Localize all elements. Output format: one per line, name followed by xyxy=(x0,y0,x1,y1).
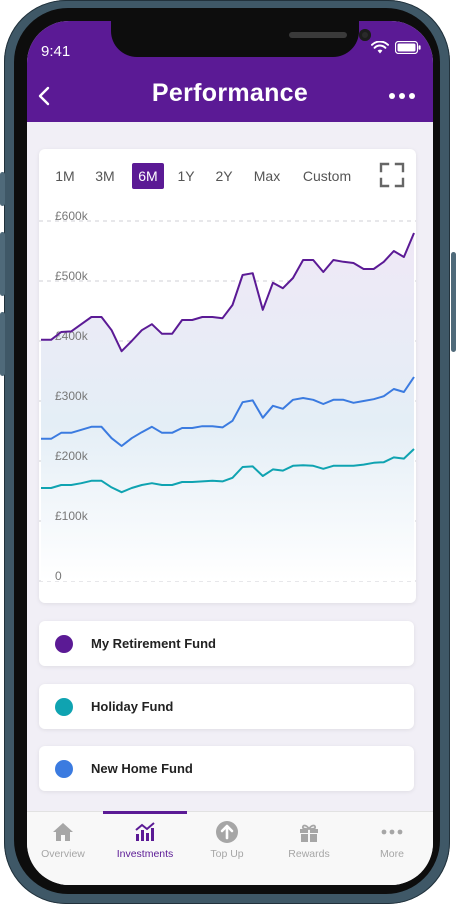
y-tick-label: £200k xyxy=(55,449,89,463)
fund-name: Holiday Fund xyxy=(91,699,174,714)
fund-item-new-home[interactable]: New Home Fund xyxy=(39,746,414,791)
chart-area-fill xyxy=(41,233,414,581)
time-range-tabs: 1M 3M 6M 1Y 2Y Max Custom xyxy=(39,163,416,189)
y-tick-label: £300k xyxy=(55,389,89,403)
tab-top-up[interactable]: Top Up xyxy=(187,812,267,885)
tab-investments[interactable]: Investments xyxy=(103,811,187,885)
range-tab-1y[interactable]: 1Y xyxy=(177,168,195,184)
range-tab-1m[interactable]: 1M xyxy=(55,168,75,184)
status-icons xyxy=(371,41,421,54)
performance-chart: 0£100k£200k£300k£400k£500k£600k xyxy=(39,209,416,583)
fullscreen-expand-icon[interactable] xyxy=(379,162,405,188)
gift-icon xyxy=(300,824,318,842)
bar-chart-icon xyxy=(135,822,155,841)
more-dots-icon xyxy=(381,829,403,835)
range-tab-custom[interactable]: Custom xyxy=(302,168,352,184)
fund-item-retirement[interactable]: My Retirement Fund xyxy=(39,621,414,666)
speaker-grille xyxy=(289,32,347,38)
active-tab-indicator xyxy=(103,811,187,814)
power-button xyxy=(451,252,456,352)
wifi-icon xyxy=(371,41,389,54)
fund-name: New Home Fund xyxy=(91,761,193,776)
series-line xyxy=(41,232,415,353)
tab-rewards[interactable]: Rewards xyxy=(269,812,349,885)
status-time: 9:41 xyxy=(41,43,71,60)
series-line xyxy=(41,448,415,494)
back-chevron-icon[interactable] xyxy=(35,85,55,107)
fund-color-dot xyxy=(55,760,73,778)
silent-switch xyxy=(0,172,5,206)
volume-up-button xyxy=(0,232,5,296)
range-tab-max[interactable]: Max xyxy=(253,168,281,184)
performance-chart-card: 0 £100k £200k £300k £400k £500k £600k 1M 3M 6M… xyxy=(39,149,416,603)
arrow-up-circle-icon xyxy=(216,821,238,843)
tab-label: Investments xyxy=(116,848,174,860)
fund-color-dot xyxy=(55,635,73,653)
tab-label: Rewards xyxy=(288,848,330,860)
range-tab-2y[interactable]: 2Y xyxy=(215,168,233,184)
range-tab-3m[interactable]: 3M xyxy=(95,168,115,184)
fund-name: My Retirement Fund xyxy=(91,636,216,651)
app-screen: 9:41 Performance 0 £100k £200k £300k £400k £5… xyxy=(27,21,433,885)
front-camera xyxy=(359,29,371,41)
range-tab-6m[interactable]: 6M xyxy=(132,163,164,189)
tab-label: More xyxy=(380,848,404,860)
home-icon xyxy=(53,823,73,841)
volume-down-button xyxy=(0,312,5,376)
app-header: 9:41 Performance xyxy=(27,21,433,122)
y-tick-label: £100k xyxy=(55,509,89,523)
tab-label: Top Up xyxy=(210,848,244,860)
tab-more[interactable]: More xyxy=(352,812,432,885)
y-tick-label: 0 xyxy=(55,569,62,583)
battery-icon xyxy=(395,41,421,54)
tab-overview[interactable]: Overview xyxy=(27,812,103,885)
device-notch xyxy=(111,21,371,57)
fund-item-holiday[interactable]: Holiday Fund xyxy=(39,684,414,729)
page-title: Performance xyxy=(151,79,309,107)
fund-color-dot xyxy=(55,698,73,716)
y-tick-label: £600k xyxy=(55,209,89,223)
tab-label: Overview xyxy=(41,848,85,860)
series-line xyxy=(41,376,415,447)
y-tick-label: £500k xyxy=(55,269,89,283)
more-options-icon[interactable] xyxy=(387,91,417,101)
bottom-tab-bar: Overview Investments Top Up xyxy=(27,811,433,885)
